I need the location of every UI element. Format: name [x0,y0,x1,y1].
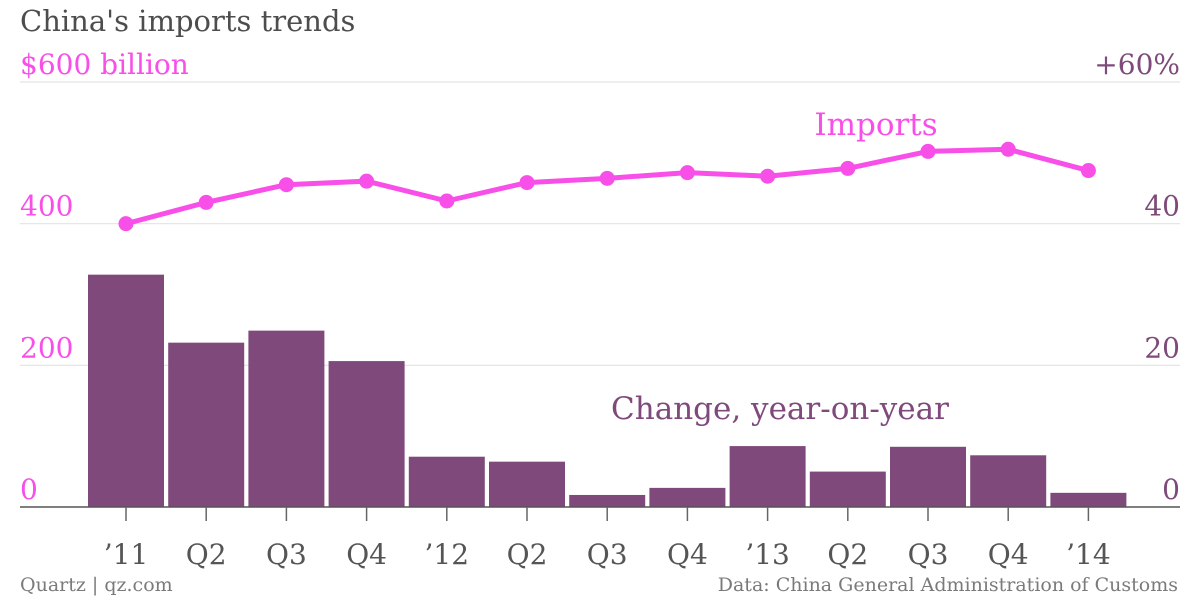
x-tick-label-6: Q3 [587,538,628,571]
right-tick-label-3: +60% [1094,48,1180,81]
bar-8 [729,446,806,507]
line-series [118,141,1096,232]
gridlines [20,81,1180,366]
bar-0 [88,274,164,507]
x-tick-label-5: Q2 [507,538,548,571]
bar-series [88,274,1127,507]
bar-10 [890,446,966,507]
bar-11 [970,455,1047,507]
right-tick-label-2: 40 [1144,190,1180,223]
imports-point-8 [760,168,776,184]
left-tick-label-0: 0 [20,473,38,506]
x-tick-label-9: Q2 [827,538,868,571]
left-tick-label-1: 200 [20,331,73,364]
imports-point-0 [118,216,134,232]
bar-1 [168,342,245,507]
imports-point-4 [439,193,455,209]
x-tick-label-10: Q3 [908,538,949,571]
x-tick-label-7: Q4 [667,538,708,571]
imports-point-9 [840,160,856,176]
right-tick-label-0: 0 [1162,473,1180,506]
imports-line [125,146,1090,227]
credit-label: Data: China General Administration of Cu… [717,574,1178,596]
bar-12 [1050,492,1127,507]
bar-7 [649,487,726,507]
left-tick-label-2: 400 [20,190,73,223]
imports-point-11 [1000,141,1016,157]
x-tick-label-3: Q4 [346,538,387,571]
series-labels: Imports Change, year-on-year [611,107,949,427]
left-tick-label-3: $600 billion [20,48,189,81]
x-tick-label-2: Q3 [266,538,307,571]
change-series-label: Change, year-on-year [611,391,949,427]
bar-9 [809,471,886,507]
x-tick-label-1: Q2 [186,538,227,571]
imports-point-1 [198,194,214,210]
chart-title: China's imports trends [20,4,356,38]
bar-3 [328,361,405,507]
x-tick-label-8: ’13 [745,538,790,571]
right-tick-label-1: 20 [1144,331,1180,364]
bar-4 [408,456,485,507]
x-tick-label-12: ’14 [1066,538,1111,571]
imports-point-10 [920,143,936,159]
bar-2 [248,330,325,507]
x-tick-label-0: ’11 [104,538,149,571]
x-tick-label-4: ’12 [425,538,470,571]
bar-6 [569,494,646,507]
imports-point-3 [359,173,375,189]
imports-point-6 [599,170,615,186]
x-axis-tick-labels: ’11 Q2 Q3 Q4 ’12 Q2 Q3 Q4 ’13 Q2 Q3 Q4 ’14 [104,507,1111,571]
imports-point-7 [679,165,695,181]
axis-tick-labels: 0 200 400 $600 billion 0 20 40 +60% [20,48,1180,506]
imports-point-2 [278,177,294,193]
imports-point-12 [1080,163,1096,179]
imports-point-5 [519,175,535,191]
bar-5 [489,461,565,507]
source-label: Quartz | qz.com [20,574,173,596]
imports-series-label: Imports [814,107,937,143]
x-tick-label-11: Q4 [988,538,1029,571]
